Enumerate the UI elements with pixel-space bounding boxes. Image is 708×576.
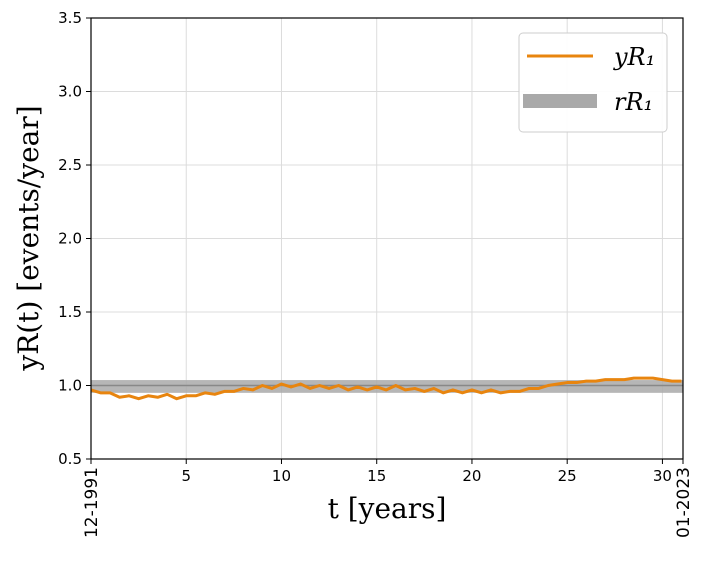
legend-label: yR₁ [613,43,655,71]
x-tick-label: 10 [272,467,291,485]
plot-frame [90,17,684,460]
y-tick-label: 0.5 [58,450,82,468]
y-axis-label: yR(t) [events/year] [12,105,45,371]
x-axis-label: t [years] [328,492,447,525]
y-tick-label: 2.0 [58,230,82,248]
x-tick-label: 15 [367,467,386,485]
y-tick-label: 1.5 [58,303,82,321]
y-tick-label: 3.0 [58,83,82,101]
legend: yR₁ rR₁ [518,32,668,133]
legend-label: rR₁ [614,88,653,116]
x-tick-label: 20 [462,467,481,485]
y-tick-label: 2.5 [58,156,82,174]
y-tick-label: 1.0 [58,377,82,395]
y-tick-label: 3.5 [58,9,82,27]
x-tick-label: 5 [181,467,191,485]
x-tick-label: 30 [653,467,672,485]
x-tick-label: 25 [558,467,577,485]
x-tick-label: 12-1991 [82,467,102,538]
legend-swatch [523,94,597,108]
x-tick-label: 01-2023 [674,467,694,538]
data-line [90,376,682,401]
